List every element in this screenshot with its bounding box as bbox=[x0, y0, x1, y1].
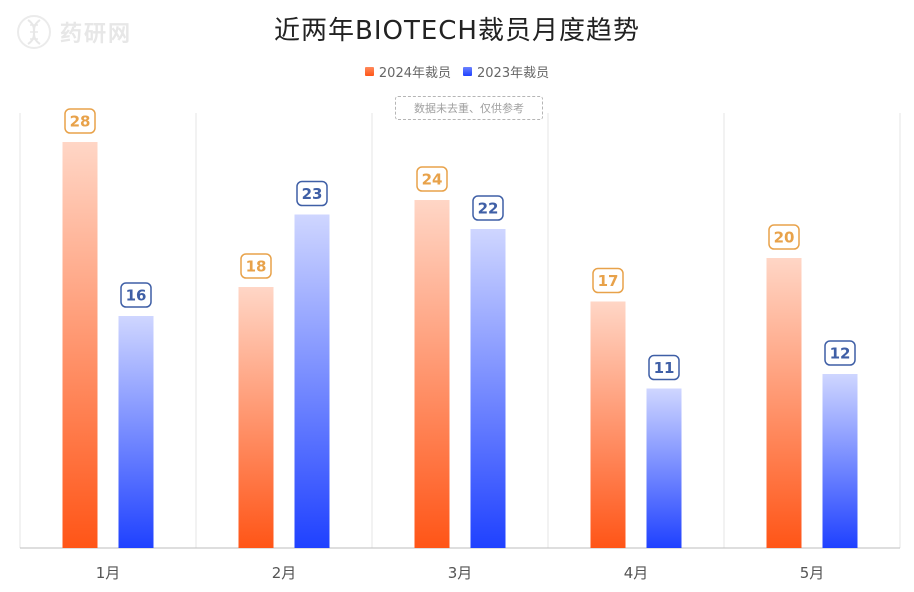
data-label: 20 bbox=[774, 229, 795, 247]
x-tick-label: 1月 bbox=[96, 564, 121, 582]
legend-item-2024: 2024年裁员 bbox=[364, 62, 451, 81]
data-label-box bbox=[64, 108, 96, 134]
x-tick-label: 3月 bbox=[448, 564, 473, 582]
data-label-box bbox=[240, 253, 272, 279]
bar-2023-2 bbox=[294, 214, 330, 548]
data-label: 23 bbox=[302, 185, 323, 203]
bar-2023-3 bbox=[470, 229, 506, 548]
chart-legend: 2024年裁员 2023年裁员 bbox=[0, 62, 914, 81]
x-tick-label: 4月 bbox=[624, 564, 649, 582]
bar-2024-1 bbox=[62, 142, 98, 548]
data-label-box bbox=[648, 354, 680, 381]
data-label: 17 bbox=[598, 272, 619, 290]
data-label: 24 bbox=[422, 171, 443, 189]
legend-swatch-2023 bbox=[463, 67, 472, 76]
data-label-box bbox=[296, 180, 328, 207]
data-label-box bbox=[472, 195, 504, 221]
bar-2024-4 bbox=[590, 301, 626, 548]
legend-label-2023: 2023年裁员 bbox=[477, 66, 550, 81]
data-note: 数据未去重、仅供参考 bbox=[395, 96, 543, 120]
watermark-text: 药研网 bbox=[60, 21, 133, 47]
data-label-box bbox=[592, 267, 624, 294]
data-label-box bbox=[768, 224, 800, 250]
bar-2024-3 bbox=[414, 200, 450, 548]
legend-label-2024: 2024年裁员 bbox=[378, 66, 451, 81]
legend-swatch-2024 bbox=[364, 67, 374, 76]
data-label: 18 bbox=[246, 258, 267, 276]
data-label: 22 bbox=[478, 200, 499, 218]
bar-2024-5 bbox=[766, 258, 802, 548]
data-label: 11 bbox=[654, 359, 675, 377]
x-tick-label: 2月 bbox=[272, 564, 297, 582]
data-label: 28 bbox=[70, 113, 91, 131]
bar-2023-5 bbox=[822, 374, 858, 548]
data-label: 16 bbox=[126, 287, 147, 305]
data-label-box bbox=[824, 340, 856, 366]
watermark-logo: 药研网 bbox=[16, 14, 132, 50]
bar-2023-4 bbox=[646, 388, 682, 548]
data-label: 12 bbox=[830, 345, 851, 363]
bar-2024-2 bbox=[238, 287, 274, 548]
data-label-box bbox=[416, 166, 448, 192]
x-tick-label: 5月 bbox=[800, 564, 825, 582]
legend-item-2023: 2023年裁员 bbox=[463, 62, 549, 81]
dna-helix-icon bbox=[17, 15, 51, 49]
chart-title: 近两年BIOTECH裁员月度趋势 bbox=[274, 16, 640, 46]
bar-2023-1 bbox=[118, 316, 154, 548]
data-label-box bbox=[120, 282, 152, 308]
